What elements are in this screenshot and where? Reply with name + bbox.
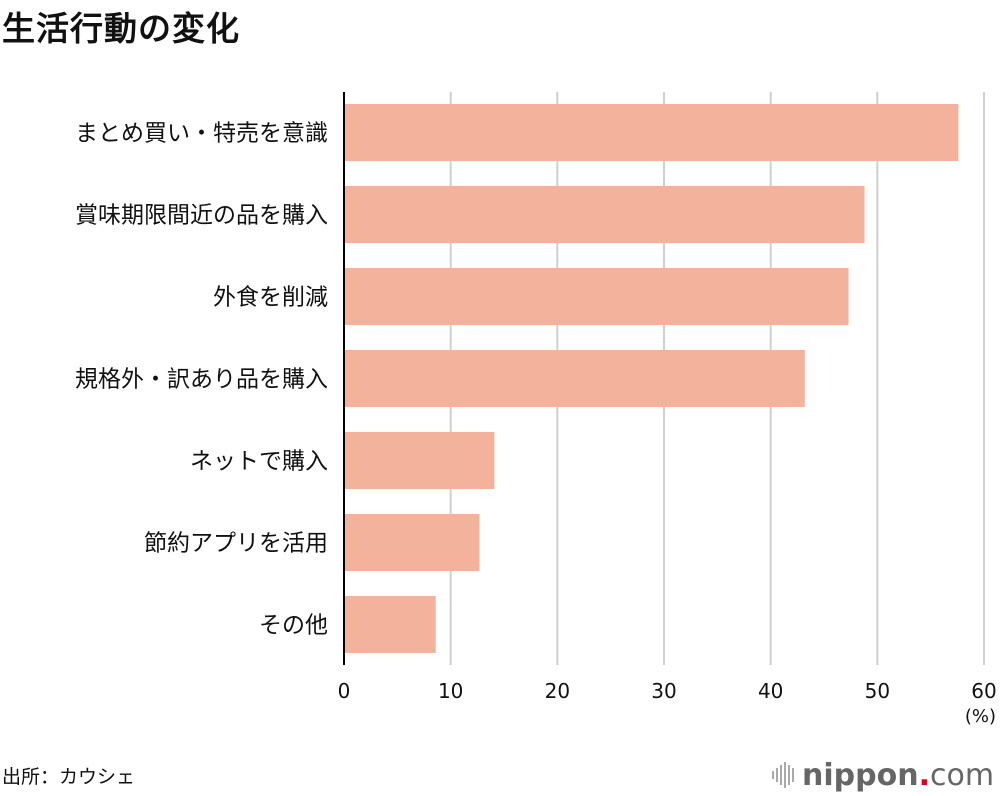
bar xyxy=(344,514,480,571)
bar xyxy=(344,350,805,407)
x-tick-label: 60 xyxy=(971,679,996,703)
bar xyxy=(344,186,865,243)
category-label: 節約アプリを活用 xyxy=(144,531,328,557)
nippon-logo: nippon.com xyxy=(772,758,994,793)
bar xyxy=(344,596,436,653)
category-label: 外食を削減 xyxy=(213,285,328,311)
logo-tld: com xyxy=(929,758,995,793)
logo-name: nippon xyxy=(802,758,919,793)
x-tick-label: 50 xyxy=(865,679,890,703)
bar xyxy=(344,432,495,489)
x-axis-unit: (%) xyxy=(965,706,996,727)
x-tick-label: 10 xyxy=(438,679,463,703)
x-tick-label: 20 xyxy=(545,679,570,703)
category-label: ネットで購入 xyxy=(190,449,328,475)
source-note: 出所：カウシェ xyxy=(2,766,136,788)
chart-title: 生活行動の変化 xyxy=(2,9,240,48)
category-label: まとめ買い・特売を意識 xyxy=(75,121,328,147)
category-label: 賞味期限間近の品を購入 xyxy=(75,203,328,229)
category-label: 規格外・訳あり品を購入 xyxy=(75,367,328,393)
x-tick-label: 40 xyxy=(758,679,783,703)
bar xyxy=(344,268,849,325)
x-tick-label: 30 xyxy=(651,679,676,703)
bar-chart: 0 10 20 30 40 50 60 (%) まとめ買い・特売を意識賞味期限間近の品を購入外食… xyxy=(75,92,997,727)
bar xyxy=(344,104,959,161)
logo-bars-icon xyxy=(772,762,794,788)
x-tick-label: 0 xyxy=(338,679,351,703)
logo-dot: . xyxy=(918,758,930,793)
category-label: その他 xyxy=(259,613,328,639)
